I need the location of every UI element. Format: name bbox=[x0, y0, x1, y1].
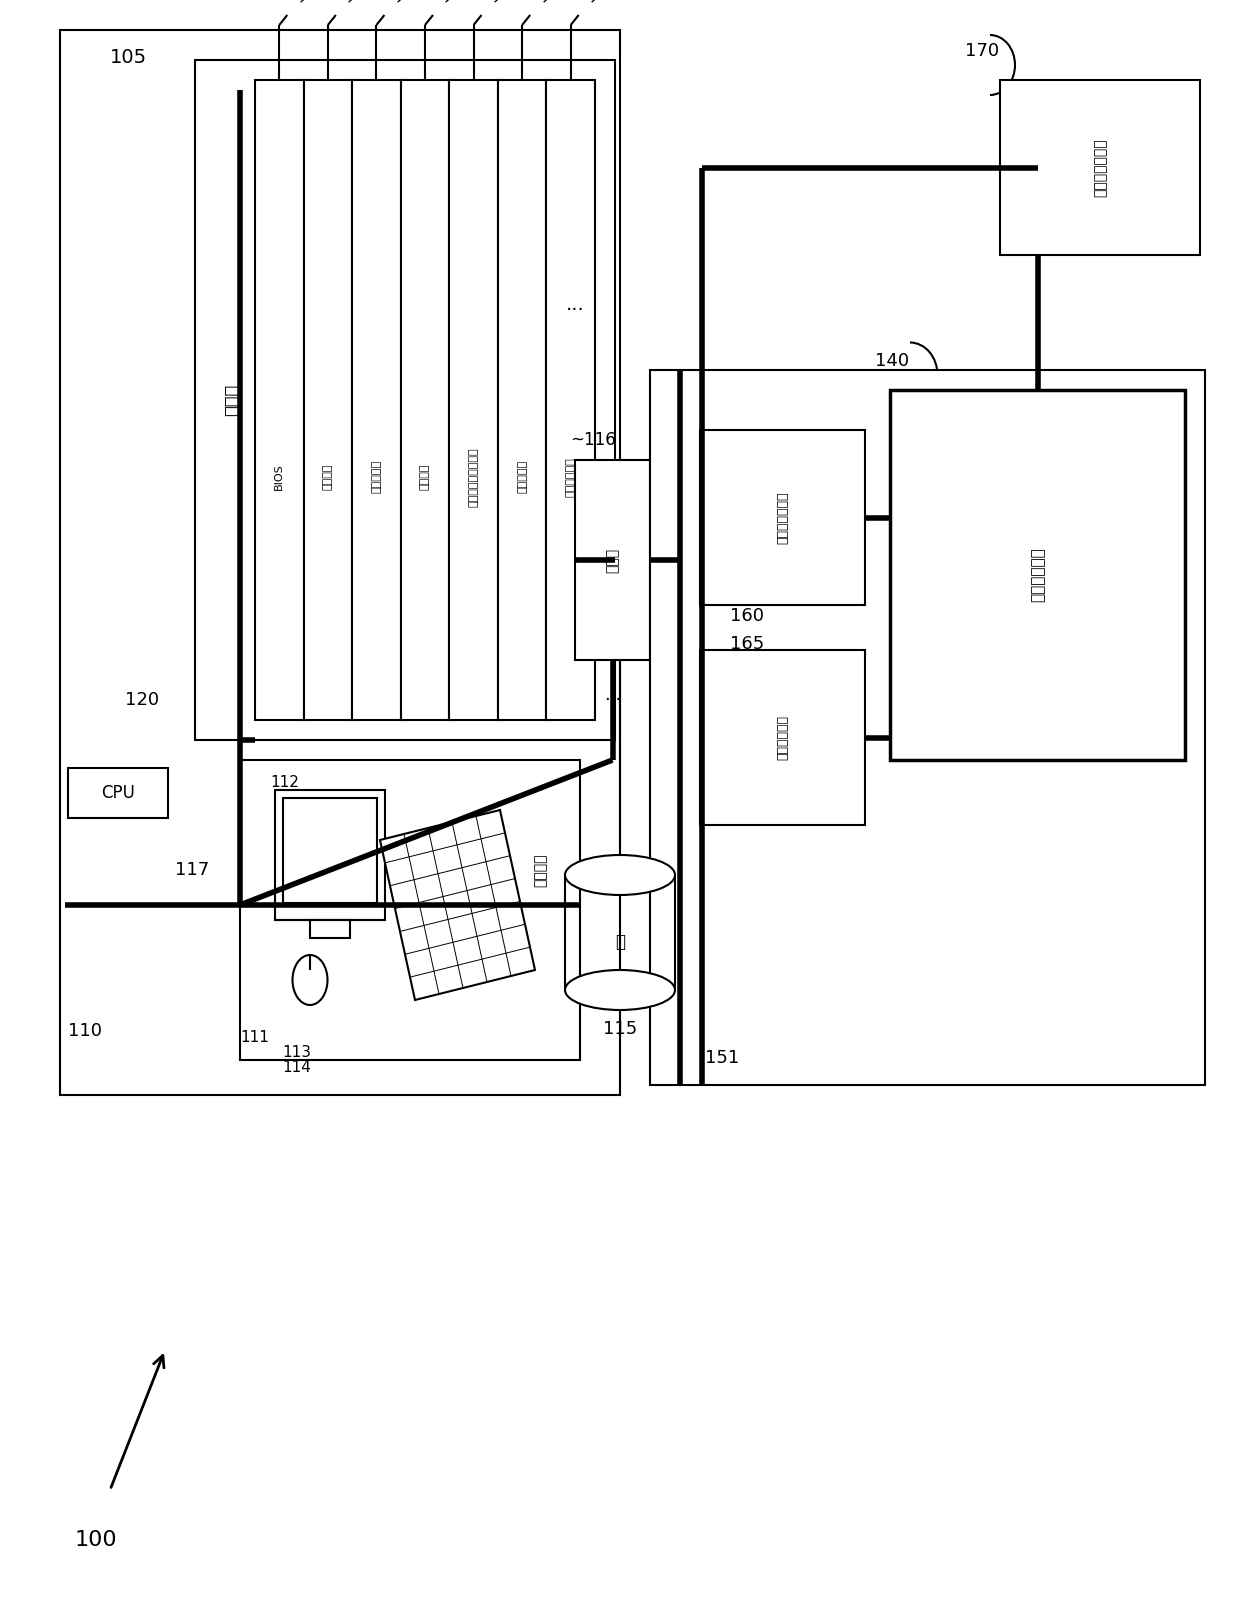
Text: 129: 129 bbox=[486, 0, 517, 5]
Text: 100: 100 bbox=[74, 1530, 118, 1550]
Text: 模拟处理器接口指令: 模拟处理器接口指令 bbox=[469, 447, 479, 507]
Text: 计算指令: 计算指令 bbox=[420, 464, 430, 490]
Text: 110: 110 bbox=[68, 1021, 102, 1041]
Bar bbox=[701, 650, 866, 825]
Text: 量子子处理器: 量子子处理器 bbox=[1030, 548, 1045, 603]
Text: 160: 160 bbox=[730, 606, 764, 626]
Text: 114: 114 bbox=[281, 1060, 311, 1075]
Text: 113: 113 bbox=[281, 1046, 311, 1060]
Text: ...: ... bbox=[604, 686, 621, 704]
Text: 用户接口: 用户接口 bbox=[533, 853, 547, 887]
Bar bbox=[60, 31, 620, 1096]
Text: 耦合器控制系统: 耦合器控制系统 bbox=[1092, 138, 1107, 196]
Ellipse shape bbox=[565, 969, 675, 1010]
Bar bbox=[497, 79, 547, 720]
Text: 读出控制系统: 读出控制系统 bbox=[776, 715, 789, 760]
Bar bbox=[890, 391, 1185, 760]
Text: 105: 105 bbox=[110, 49, 148, 66]
Text: 140: 140 bbox=[875, 352, 909, 370]
Bar bbox=[304, 79, 352, 720]
Bar bbox=[650, 370, 1205, 1084]
Text: 121: 121 bbox=[291, 0, 324, 5]
Bar bbox=[401, 79, 449, 720]
Text: 133: 133 bbox=[583, 0, 615, 5]
Ellipse shape bbox=[565, 854, 675, 895]
Text: ...: ... bbox=[565, 295, 584, 313]
Text: 151: 151 bbox=[706, 1049, 739, 1067]
Text: 量: 量 bbox=[615, 934, 625, 952]
Text: 131: 131 bbox=[534, 0, 565, 5]
Bar bbox=[241, 760, 580, 1060]
Text: 存储运算指令: 存储运算指令 bbox=[565, 457, 575, 496]
Text: CPU: CPU bbox=[102, 785, 135, 802]
Text: 125: 125 bbox=[388, 0, 420, 5]
Text: 112: 112 bbox=[270, 775, 299, 789]
Text: 170: 170 bbox=[965, 42, 999, 60]
Bar bbox=[283, 798, 377, 903]
Text: 111: 111 bbox=[241, 1029, 269, 1046]
Bar bbox=[195, 60, 615, 741]
Text: 120: 120 bbox=[125, 691, 159, 708]
Text: 165: 165 bbox=[730, 635, 764, 653]
Text: 127: 127 bbox=[436, 0, 469, 5]
Bar bbox=[449, 79, 497, 720]
Bar bbox=[701, 430, 866, 605]
Text: 服务器指令: 服务器指令 bbox=[372, 460, 382, 493]
Polygon shape bbox=[379, 810, 534, 1000]
Bar bbox=[68, 768, 167, 819]
Bar bbox=[255, 79, 304, 720]
Text: 控制器: 控制器 bbox=[605, 548, 620, 572]
Bar bbox=[310, 921, 350, 939]
Bar bbox=[575, 460, 650, 660]
Text: 量子位控制系统: 量子位控制系统 bbox=[776, 491, 789, 543]
Bar bbox=[547, 79, 595, 720]
Text: ~116: ~116 bbox=[570, 431, 616, 449]
Bar bbox=[999, 79, 1200, 254]
Bar bbox=[275, 789, 384, 921]
Text: 操作系统: 操作系统 bbox=[322, 464, 332, 490]
Text: 117: 117 bbox=[175, 861, 210, 879]
Text: 存储器: 存储器 bbox=[224, 384, 242, 417]
Text: 123: 123 bbox=[340, 0, 372, 5]
Bar bbox=[352, 79, 401, 720]
Text: 耦合器指令: 耦合器指令 bbox=[517, 460, 527, 493]
Text: BIOS: BIOS bbox=[274, 464, 284, 490]
Text: 115: 115 bbox=[603, 1020, 637, 1037]
